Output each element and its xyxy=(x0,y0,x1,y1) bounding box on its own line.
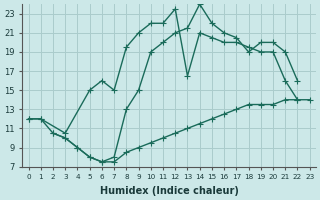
X-axis label: Humidex (Indice chaleur): Humidex (Indice chaleur) xyxy=(100,186,239,196)
